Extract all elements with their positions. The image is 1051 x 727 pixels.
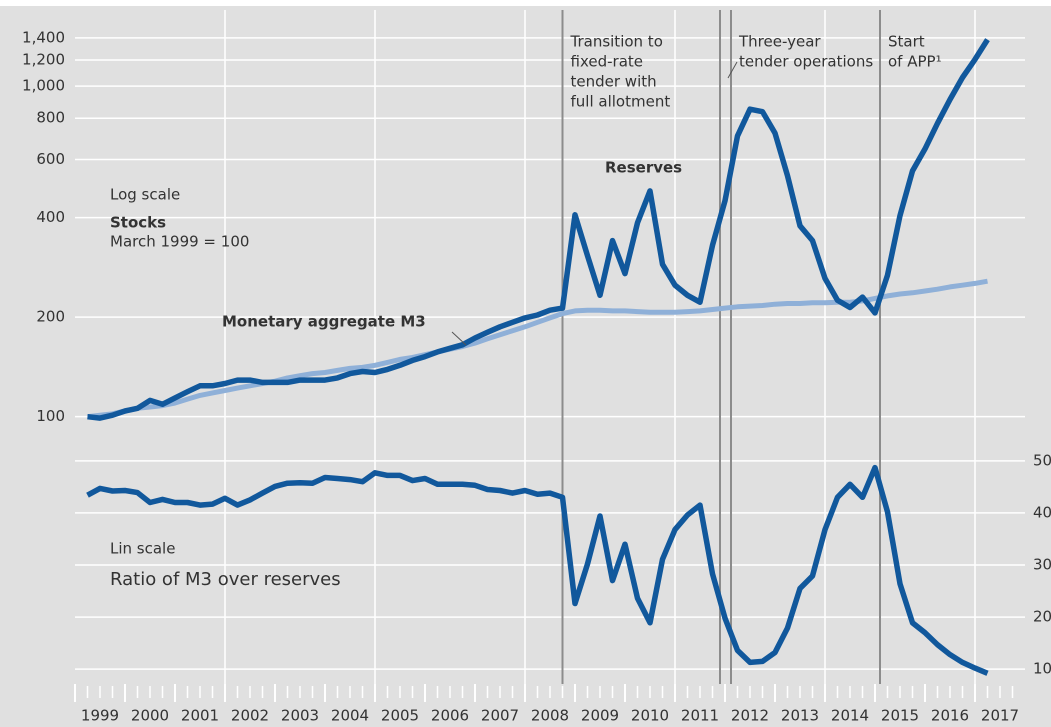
x-tick-label: 2000 bbox=[131, 707, 169, 725]
x-tick-label: 2011 bbox=[681, 707, 719, 725]
x-tick-label: 1999 bbox=[81, 707, 119, 725]
event-label: tender operations bbox=[739, 53, 873, 71]
x-tick-label: 2012 bbox=[731, 707, 769, 725]
y2-tick-label: 20 bbox=[1033, 608, 1051, 626]
y-tick-label: 600 bbox=[36, 150, 65, 168]
x-tick-label: 2013 bbox=[781, 707, 819, 725]
event-label: Three-year bbox=[738, 33, 821, 51]
x-tick-label: 2008 bbox=[531, 707, 569, 725]
event-label: fixed-rate bbox=[571, 53, 644, 71]
x-tick-label: 2009 bbox=[581, 707, 619, 725]
x-tick-label: 2006 bbox=[431, 707, 469, 725]
y-tick-label: 1,400 bbox=[22, 28, 65, 46]
event-label: Transition to bbox=[570, 33, 663, 51]
x-tick-label: 2002 bbox=[231, 707, 269, 725]
y-tick-label: 400 bbox=[36, 208, 65, 226]
grid bbox=[74, 10, 1025, 702]
x-tick-label: 2007 bbox=[481, 707, 519, 725]
series-label: Reserves bbox=[605, 159, 682, 177]
x-tick-label: 2010 bbox=[631, 707, 669, 725]
event-label: tender with bbox=[571, 73, 657, 91]
y2-tick-label: 40 bbox=[1033, 503, 1051, 521]
y-tick-label: 200 bbox=[36, 308, 65, 326]
series-line bbox=[86, 464, 989, 676]
y-tick-label: 800 bbox=[36, 109, 65, 127]
event-label: full allotment bbox=[571, 93, 671, 111]
y2-tick-label: 50 bbox=[1033, 451, 1051, 469]
scale-note: Lin scale bbox=[110, 540, 175, 558]
y2-tick-label: 10 bbox=[1033, 660, 1051, 678]
scale-note: Log scale bbox=[110, 186, 180, 204]
panel-title: Ratio of M3 over reserves bbox=[110, 569, 341, 590]
x-tick-label: 2005 bbox=[381, 707, 419, 725]
leader-line bbox=[451, 331, 467, 346]
x-tick-label: 2003 bbox=[281, 707, 319, 725]
y-tick-label: 100 bbox=[36, 407, 65, 425]
event-label: of APP¹ bbox=[888, 53, 942, 71]
x-tick-label: 2014 bbox=[831, 707, 869, 725]
panel-subtitle: March 1999 = 100 bbox=[110, 233, 249, 251]
series-label: Monetary aggregate M3 bbox=[222, 313, 426, 331]
leader-line bbox=[727, 61, 738, 79]
x-tick-label: 2004 bbox=[331, 707, 369, 725]
y2-tick-label: 30 bbox=[1033, 556, 1051, 574]
x-tick-label: 2017 bbox=[981, 707, 1019, 725]
series-line bbox=[87, 38, 990, 421]
y-tick-label: 1,000 bbox=[22, 77, 65, 95]
event-label: Start bbox=[888, 33, 925, 51]
marks bbox=[86, 10, 990, 684]
x-tick-label: 2001 bbox=[181, 707, 219, 725]
x-tick-label: 2015 bbox=[881, 707, 919, 725]
x-tick-label: 2016 bbox=[931, 707, 969, 725]
y-tick-label: 1,200 bbox=[22, 50, 65, 68]
panel-title: Stocks bbox=[110, 214, 166, 232]
